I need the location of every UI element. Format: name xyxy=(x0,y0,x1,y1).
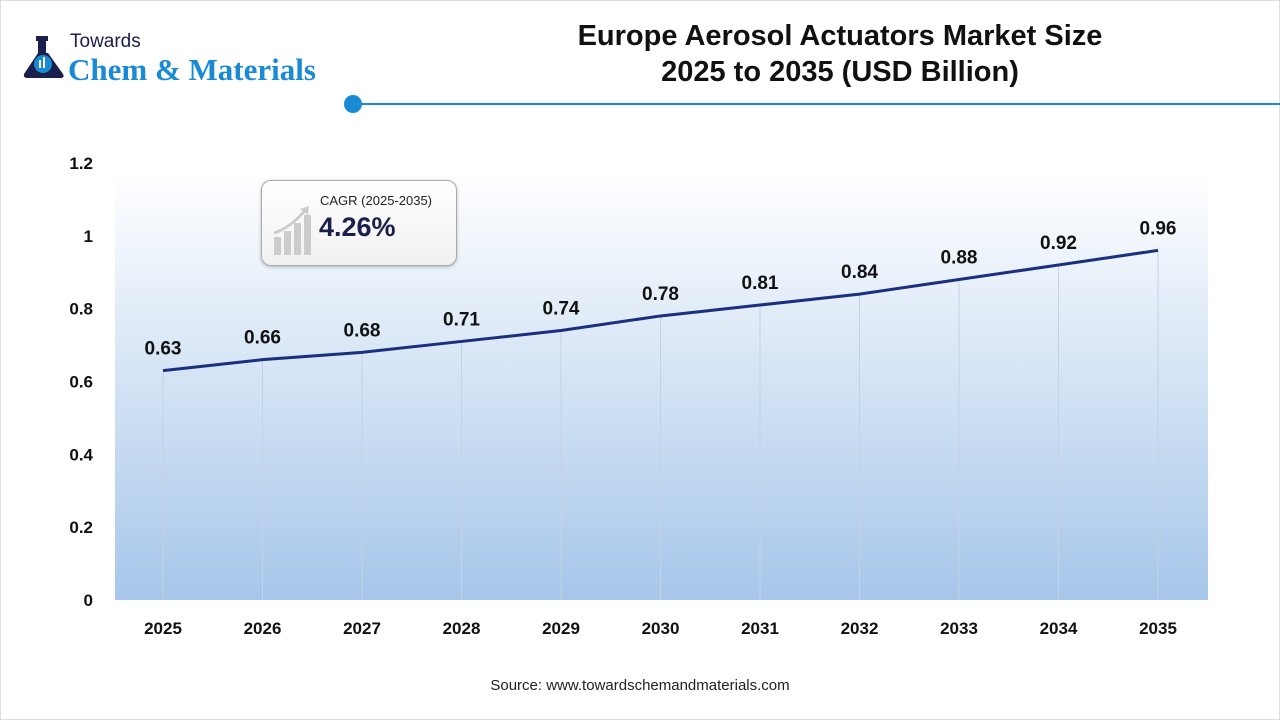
growth-bar-chart-icon xyxy=(273,206,311,255)
source-note: Source: www.towardschemandmaterials.com xyxy=(490,677,790,694)
data-label: 0.96 xyxy=(1140,218,1177,239)
data-label: 0.74 xyxy=(543,299,580,320)
divider-dot xyxy=(344,95,362,113)
x-tick-label: 2030 xyxy=(642,619,680,638)
y-tick-label: 1.2 xyxy=(69,154,93,173)
title-line-1: Europe Aerosol Actuators Market Size xyxy=(577,20,1103,52)
x-tick-label: 2027 xyxy=(343,619,381,638)
chart-title: Europe Aerosol Actuators Market Size 202… xyxy=(480,18,1200,90)
logo-brand-text: Chem & Materials xyxy=(68,52,316,87)
x-tick-label: 2029 xyxy=(542,619,580,638)
x-tick-label: 2028 xyxy=(443,619,481,638)
y-tick-label: 1 xyxy=(84,227,93,246)
series-line xyxy=(162,248,1159,373)
title-divider xyxy=(352,103,1280,105)
data-label: 0.71 xyxy=(443,309,480,330)
y-tick-label: 0.8 xyxy=(69,300,93,319)
flask-logo-icon xyxy=(23,36,64,78)
data-label: 0.68 xyxy=(344,320,381,341)
x-tick-label: 2032 xyxy=(841,619,879,638)
cagr-label: CAGR (2025-2035) xyxy=(320,193,432,208)
logo-towards-text: Towards xyxy=(70,31,141,52)
x-tick-label: 2033 xyxy=(940,619,978,638)
data-label: 0.78 xyxy=(642,284,679,305)
y-tick-label: 0.2 xyxy=(69,518,93,537)
y-tick-label: 0.6 xyxy=(69,373,93,392)
title-line-2: 2025 to 2035 (USD Billion) xyxy=(661,56,1019,88)
x-tick-label: 2025 xyxy=(144,619,182,638)
x-tick-label: 2034 xyxy=(1040,619,1078,638)
data-label: 0.63 xyxy=(145,339,182,360)
data-label: 0.66 xyxy=(244,328,281,349)
x-tick-label: 2026 xyxy=(244,619,282,638)
data-label: 0.92 xyxy=(1040,233,1077,254)
data-label: 0.81 xyxy=(742,273,779,294)
y-tick-label: 0.4 xyxy=(69,445,93,464)
x-tick-label: 2035 xyxy=(1139,619,1177,638)
data-label: 0.84 xyxy=(841,262,878,283)
y-tick-label: 0 xyxy=(84,591,93,610)
cagr-box: CAGR (2025-2035) 4.26% xyxy=(261,180,457,266)
cagr-value: 4.26% xyxy=(319,212,396,242)
data-label: 0.88 xyxy=(941,248,978,269)
x-tick-label: 2031 xyxy=(741,619,779,638)
